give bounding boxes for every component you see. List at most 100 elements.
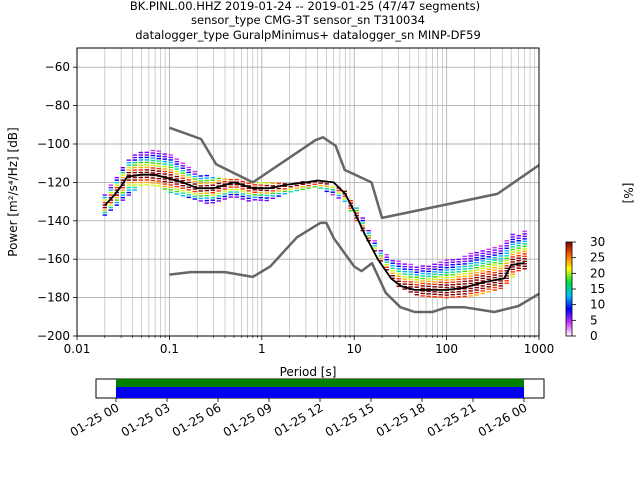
psd-density-cell xyxy=(444,264,449,266)
psd-density-cell xyxy=(114,189,120,191)
psd-density-cell xyxy=(498,260,503,262)
psd-density-cell xyxy=(282,188,287,190)
psd-density-cell xyxy=(150,154,156,157)
psd-density-cell xyxy=(132,169,138,171)
psd-density-cell xyxy=(384,256,389,258)
psd-density-cell xyxy=(474,259,479,261)
psd-density-cell xyxy=(132,164,138,166)
psd-density-cell xyxy=(168,171,173,174)
psd-density-cell xyxy=(168,161,173,164)
psd-density-cell xyxy=(366,234,371,237)
psd-density-cell xyxy=(438,291,443,293)
psd-density-cell xyxy=(486,248,491,251)
psd-density-cell xyxy=(444,274,449,276)
psd-density-cell xyxy=(330,191,335,193)
psd-density-cell xyxy=(138,154,144,156)
psd-density-cell xyxy=(108,206,114,209)
psd-density-cell xyxy=(216,180,221,182)
psd-density-cell xyxy=(156,180,161,182)
psd-density-cell xyxy=(186,169,191,171)
psd-density-cell xyxy=(240,195,245,198)
psd-density-cell xyxy=(438,286,443,288)
psd-density-cell xyxy=(492,286,497,289)
psd-density-cell xyxy=(168,169,173,171)
psd-density-cell xyxy=(114,194,120,196)
psd-density-cell xyxy=(264,182,269,184)
psd-density-cell xyxy=(108,209,114,211)
title-line-2: sensor_type CMG-3T sensor_sn T310034 xyxy=(191,13,425,27)
psd-density-cell xyxy=(150,182,156,184)
psd-density-cell xyxy=(186,191,191,194)
psd-density-cell xyxy=(486,263,491,265)
psd-density-cell xyxy=(144,184,150,186)
psd-density-cell xyxy=(504,260,509,262)
psd-density-cell xyxy=(444,276,449,279)
psd-density-cell xyxy=(120,174,126,176)
mean-psd xyxy=(104,173,525,291)
psd-density-cell xyxy=(192,198,197,200)
psd-density-cell xyxy=(444,279,449,281)
psd-density-cell xyxy=(138,176,144,179)
psd-density-cell xyxy=(468,262,473,265)
psd-density-cell xyxy=(438,281,443,283)
psd-density-cell xyxy=(132,171,138,174)
psd-density-cell xyxy=(414,291,419,293)
psd-density-cell xyxy=(414,286,419,288)
psd-density-cell xyxy=(180,194,185,197)
psd-density-cell xyxy=(324,185,329,188)
psd-density-cell xyxy=(408,266,413,268)
psd-density-cell xyxy=(426,290,431,293)
x-tick-label: 100 xyxy=(435,342,458,356)
psd-density-cell xyxy=(252,184,257,186)
psd-density-cell xyxy=(468,275,473,277)
psd-density-cell xyxy=(246,200,251,202)
psd-density-cell xyxy=(480,260,485,262)
psd-density-cell xyxy=(138,161,144,164)
psd-density-cell xyxy=(126,184,132,186)
psd-density-cell xyxy=(138,156,144,159)
psd-density-cell xyxy=(222,185,227,188)
psd-density-cell xyxy=(522,248,527,250)
psd-density-cell xyxy=(186,166,191,169)
psd-density-cell xyxy=(102,194,108,196)
psd-density-cell xyxy=(126,189,132,191)
psd-density-cell xyxy=(228,188,233,191)
psd-density-cell xyxy=(372,242,377,244)
psd-density-cell xyxy=(474,281,479,284)
psd-density-cell xyxy=(498,272,503,275)
psd-density-cell xyxy=(144,171,150,174)
psd-density-cell xyxy=(468,272,473,275)
psd-density-cell xyxy=(114,196,120,199)
psd-density-cell xyxy=(342,200,347,203)
psd-density-cell xyxy=(276,182,281,185)
psd-density-cell xyxy=(102,201,108,204)
psd-density-cell xyxy=(414,266,419,268)
psd-density-cell xyxy=(432,268,437,271)
psd-density-cell xyxy=(114,184,120,186)
psd-density-cell xyxy=(426,275,431,278)
psd-density-cell xyxy=(240,185,245,188)
psd-density-cell xyxy=(462,290,467,293)
psd-density-cell xyxy=(120,199,126,201)
psd-density-cell xyxy=(114,181,120,184)
psd-density-cell xyxy=(510,268,515,271)
psd-density-cell xyxy=(342,195,347,198)
psd-density-cell xyxy=(222,183,227,185)
psd-density-cell xyxy=(342,190,347,193)
coverage-tick-label: 01-25 21 xyxy=(425,400,479,439)
colorbar-label: [%] xyxy=(621,183,635,204)
psd-density-cell xyxy=(420,295,425,297)
psd-density-cell xyxy=(384,269,389,271)
psd-density-cell xyxy=(420,275,425,277)
psd-density-cell xyxy=(414,276,419,278)
psd-density-cell xyxy=(150,162,156,164)
psd-density-cell xyxy=(198,185,203,187)
psd-density-cell xyxy=(456,293,461,295)
psd-density-cell xyxy=(228,181,233,183)
psd-density-cell xyxy=(426,270,431,273)
psd-density-cell xyxy=(492,249,497,251)
psd-density-cell xyxy=(492,274,497,276)
psd-density-cell xyxy=(222,193,227,195)
psd-density-cell xyxy=(390,260,395,262)
